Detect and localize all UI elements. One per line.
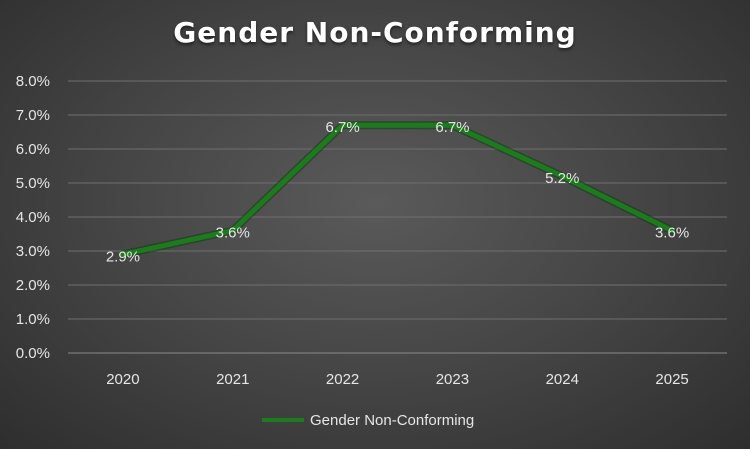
y-tick-label: 4.0% bbox=[16, 209, 50, 226]
x-tick-label: 2024 bbox=[546, 371, 579, 388]
legend-label: Gender Non-Conforming bbox=[310, 411, 475, 429]
x-tick-label: 2025 bbox=[655, 371, 688, 388]
y-tick-label: 1.0% bbox=[16, 311, 50, 328]
x-tick-label: 2021 bbox=[216, 371, 249, 388]
y-tick-label: 3.0% bbox=[16, 243, 50, 260]
x-tick-label: 2023 bbox=[436, 371, 469, 388]
data-label: 5.2% bbox=[545, 170, 579, 187]
data-label: 3.6% bbox=[655, 225, 689, 242]
data-label: 6.7% bbox=[325, 119, 359, 136]
data-point bbox=[120, 251, 126, 257]
y-tick-label: 8.0% bbox=[16, 73, 50, 90]
x-tick-label: 2020 bbox=[106, 371, 139, 388]
chart-title: Gender Non-Conforming bbox=[173, 16, 577, 49]
data-point bbox=[669, 228, 675, 234]
legend-line-swatch bbox=[262, 418, 304, 422]
data-point bbox=[340, 122, 346, 128]
data-point bbox=[559, 173, 565, 179]
data-point bbox=[230, 228, 236, 234]
y-tick-label: 2.0% bbox=[16, 277, 50, 294]
series-line bbox=[120, 122, 675, 257]
data-point bbox=[449, 122, 455, 128]
data-label: 6.7% bbox=[435, 119, 469, 136]
y-tick-label: 5.0% bbox=[16, 175, 50, 192]
x-tick-label: 2022 bbox=[326, 371, 359, 388]
y-tick-label: 0.0% bbox=[16, 345, 50, 362]
y-tick-label: 7.0% bbox=[16, 107, 50, 124]
data-label: 3.6% bbox=[216, 225, 250, 242]
data-label: 2.9% bbox=[106, 248, 140, 265]
y-tick-label: 6.0% bbox=[16, 141, 50, 158]
legend: Gender Non-Conforming bbox=[262, 410, 474, 430]
